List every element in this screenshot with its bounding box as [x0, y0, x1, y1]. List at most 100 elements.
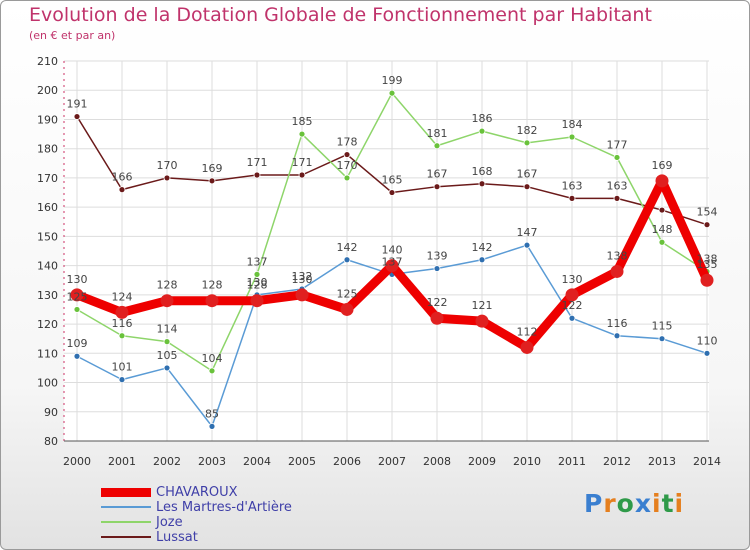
data-label-lussat: 191: [67, 98, 88, 111]
data-point-chavaroux: [70, 288, 84, 302]
data-label-joze: 138: [697, 252, 718, 265]
data-point-lussat: [658, 206, 666, 214]
data-point-joze: [343, 174, 351, 182]
data-label-joze: 182: [517, 124, 538, 137]
legend-label-lussat: Lussat: [156, 530, 198, 545]
data-label-joze: 125: [67, 290, 88, 303]
legend-label-les-martres: Les Martres-d'Artière: [156, 500, 292, 515]
data-point-les-martres-d-arti-re: [343, 256, 351, 264]
data-label-chavaroux: 128: [157, 279, 178, 292]
data-label-les-martres-d-arti-re: 142: [337, 241, 358, 254]
data-point-les-martres-d-arti-re: [118, 376, 126, 384]
data-label-les-martres-d-arti-re: 139: [427, 250, 448, 263]
data-point-les-martres-d-arti-re: [433, 265, 441, 272]
data-point-lussat: [523, 183, 531, 191]
data-label-lussat: 171: [247, 156, 268, 169]
data-label-joze: 199: [382, 74, 403, 87]
data-label-chavaroux: 169: [652, 159, 673, 172]
data-point-chavaroux: [565, 288, 579, 302]
data-point-lussat: [433, 183, 441, 191]
data-label-chavaroux: 112: [517, 325, 538, 338]
x-tick-label: 2001: [108, 455, 136, 468]
data-label-les-martres-d-arti-re: 116: [607, 317, 628, 330]
y-tick-label: 130: [37, 289, 58, 302]
data-label-chavaroux: 130: [562, 273, 583, 286]
x-tick-label: 2003: [198, 455, 226, 468]
data-point-chavaroux: [340, 302, 354, 316]
x-tick-label: 2002: [153, 455, 181, 468]
data-point-chavaroux: [610, 264, 624, 278]
data-label-chavaroux: 128: [247, 279, 268, 292]
data-point-chavaroux: [655, 174, 669, 188]
data-point-chavaroux: [205, 294, 219, 308]
x-tick-label: 2000: [63, 455, 91, 468]
data-label-joze: 148: [652, 223, 673, 236]
data-point-les-martres-d-arti-re: [523, 241, 531, 249]
x-tick-label: 2005: [288, 455, 316, 468]
data-label-lussat: 170: [157, 159, 178, 172]
data-point-les-martres-d-arti-re: [703, 349, 711, 357]
data-label-lussat: 171: [292, 156, 313, 169]
data-point-lussat: [118, 186, 126, 194]
data-point-chavaroux: [385, 259, 399, 273]
data-label-lussat: 169: [202, 162, 223, 175]
data-point-chavaroux: [250, 294, 264, 308]
y-tick-label: 140: [37, 260, 58, 273]
data-point-lussat: [703, 221, 711, 229]
x-tick-label: 2006: [333, 455, 361, 468]
data-label-chavaroux: 130: [292, 273, 313, 286]
plot-area: [64, 61, 709, 441]
data-point-chavaroux: [700, 273, 714, 287]
data-label-joze: 116: [112, 317, 133, 330]
y-tick-label: 180: [37, 143, 58, 156]
data-point-joze: [298, 130, 306, 138]
data-point-lussat: [388, 189, 396, 196]
data-point-les-martres-d-arti-re: [658, 335, 666, 343]
data-label-chavaroux: 122: [427, 296, 448, 309]
legend-swatch-les-martres: [101, 506, 151, 508]
data-point-joze: [568, 133, 576, 141]
data-point-lussat: [73, 113, 81, 120]
y-tick-label: 170: [37, 172, 58, 185]
data-label-les-martres-d-arti-re: 130: [247, 276, 268, 289]
data-label-lussat: 165: [382, 174, 403, 187]
data-label-joze: 184: [562, 118, 583, 131]
data-label-chavaroux: 140: [382, 244, 403, 257]
chart-title: Evolution de la Dotation Globale de Fonc…: [29, 4, 652, 26]
data-point-joze: [73, 306, 81, 313]
data-point-joze: [433, 142, 441, 150]
data-point-lussat: [613, 194, 621, 202]
data-point-chavaroux: [115, 305, 129, 319]
data-point-lussat: [208, 177, 216, 185]
y-tick-label: 150: [37, 230, 58, 243]
data-point-joze: [388, 89, 396, 97]
data-point-les-martres-d-arti-re: [208, 422, 216, 430]
data-point-joze: [613, 154, 621, 161]
data-label-lussat: 163: [562, 179, 583, 192]
data-point-lussat: [568, 194, 576, 202]
x-tick-label: 2014: [693, 455, 721, 468]
data-point-joze: [163, 338, 171, 346]
x-tick-label: 2004: [243, 455, 271, 468]
y-tick-label: 190: [37, 113, 58, 126]
data-label-chavaroux: 124: [112, 290, 133, 303]
data-point-joze: [523, 139, 531, 147]
legend-swatch-lussat: [101, 536, 151, 538]
legend-label-chavaroux: CHAVAROUX: [156, 485, 238, 500]
data-label-chavaroux: 128: [202, 279, 223, 292]
x-tick-label: 2008: [423, 455, 451, 468]
data-label-chavaroux: 135: [697, 258, 718, 271]
x-tick-label: 2007: [378, 455, 406, 468]
data-point-les-martres-d-arti-re: [478, 256, 486, 264]
data-label-joze: 185: [292, 115, 313, 128]
data-label-chavaroux: 130: [67, 273, 88, 286]
proxiti-logo: Proxiti: [584, 489, 685, 518]
data-label-les-martres-d-arti-re: 109: [67, 337, 88, 350]
data-label-les-martres-d-arti-re: 122: [562, 299, 583, 312]
x-tick-label: 2013: [648, 455, 676, 468]
data-point-chavaroux: [430, 311, 444, 325]
data-label-lussat: 178: [337, 136, 358, 149]
data-point-joze: [118, 332, 126, 340]
